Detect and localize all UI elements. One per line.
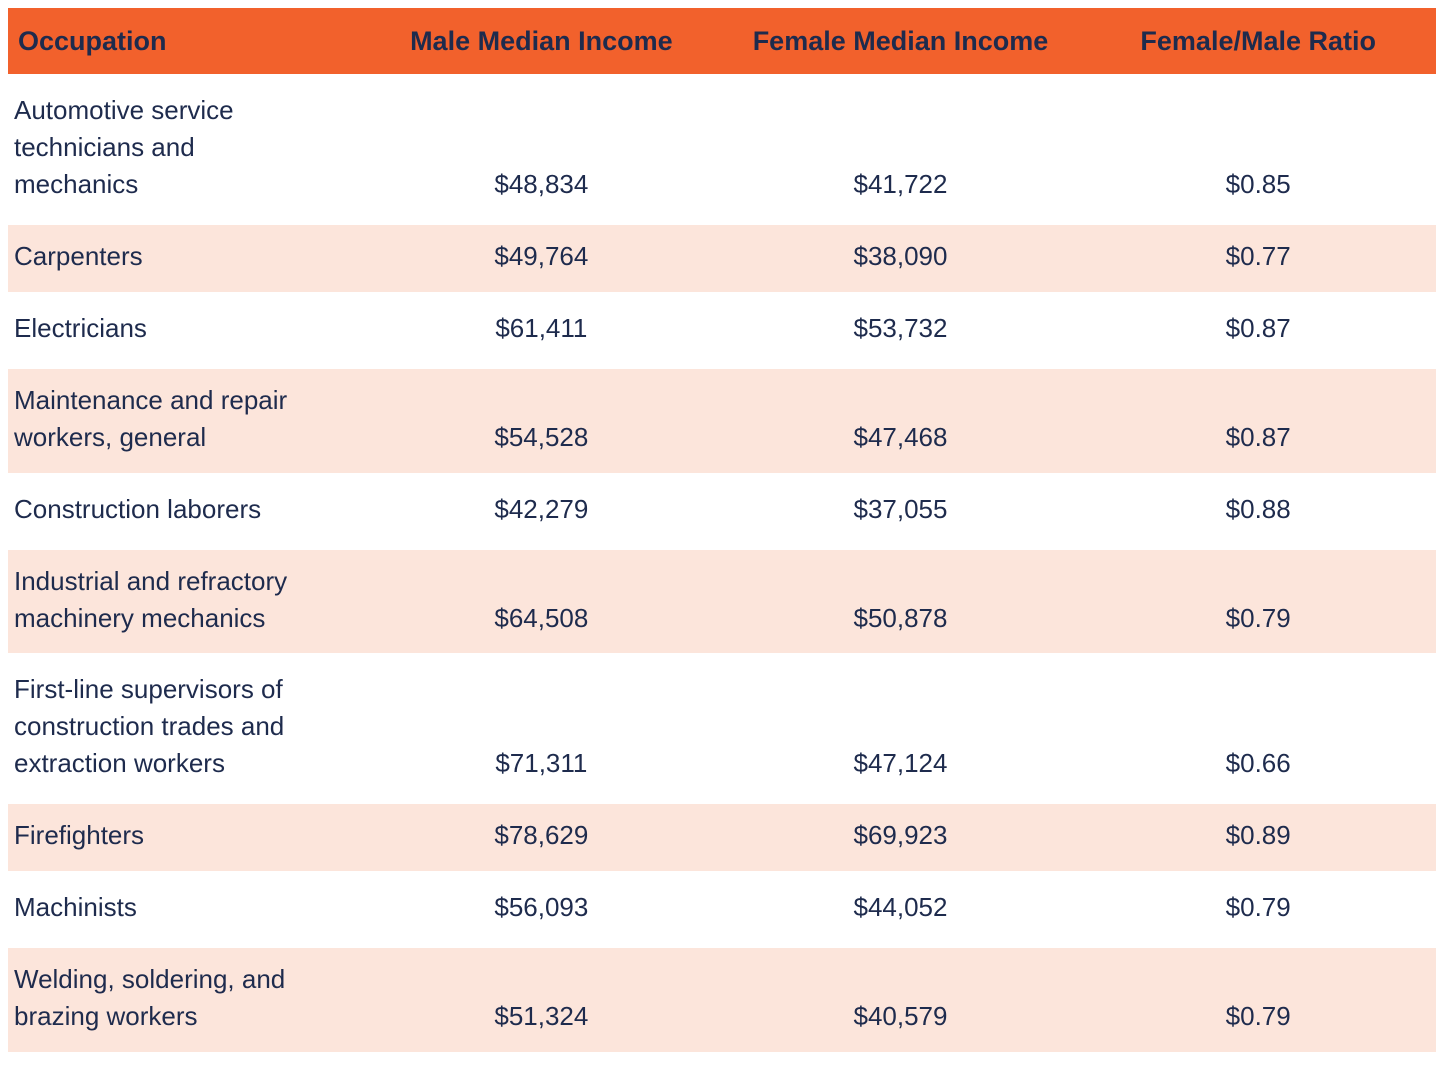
female-income-cell: $40,579 xyxy=(720,947,1081,1052)
occupation-cell: First-line supervisors of construction t… xyxy=(8,658,363,800)
female-income-cell: $47,124 xyxy=(720,658,1081,800)
male-income-cell: $56,093 xyxy=(362,876,721,943)
ratio-cell: $0.87 xyxy=(1080,368,1436,473)
ratio-cell: $0.66 xyxy=(1080,658,1436,800)
male-income-cell: $54,528 xyxy=(362,368,721,473)
table-row: Industrial and refractory machinery mech… xyxy=(8,549,1436,654)
table-row: Welding, soldering, and brazing workers … xyxy=(8,947,1436,1052)
table-row: Firefighters $78,629 $69,923 $0.89 xyxy=(8,804,1436,872)
occupation-cell: Carpenters xyxy=(8,225,363,293)
table-row: Machinists $56,093 $44,052 $0.79 xyxy=(8,876,1436,943)
ratio-cell: $0.79 xyxy=(1080,876,1436,943)
col-header-female-median-income: Female Median Income xyxy=(720,8,1081,75)
table-row: Carpenters $49,764 $38,090 $0.77 xyxy=(8,225,1436,293)
ratio-cell: $0.79 xyxy=(1080,947,1436,1052)
male-income-cell: $71,311 xyxy=(362,658,721,800)
male-income-cell: $61,411 xyxy=(362,297,721,364)
table-body: Automotive service technicians and mecha… xyxy=(8,79,1436,1052)
table-row: Construction laborers $42,279 $37,055 $0… xyxy=(8,477,1436,545)
female-income-cell: $44,052 xyxy=(720,876,1081,943)
male-income-cell: $48,834 xyxy=(362,79,721,221)
header-row: Occupation Male Median Income Female Med… xyxy=(8,8,1436,75)
ratio-cell: $0.85 xyxy=(1080,79,1436,221)
col-header-male-median-income: Male Median Income xyxy=(362,8,721,75)
table-row: Maintenance and repair workers, general … xyxy=(8,368,1436,473)
ratio-cell: $0.88 xyxy=(1080,477,1436,545)
female-income-cell: $37,055 xyxy=(720,477,1081,545)
male-income-cell: $51,324 xyxy=(362,947,721,1052)
table-row: Electricians $61,411 $53,732 $0.87 xyxy=(8,297,1436,364)
male-income-cell: $64,508 xyxy=(362,549,721,654)
col-header-occupation: Occupation xyxy=(8,8,363,75)
occupation-cell: Electricians xyxy=(8,297,363,364)
ratio-cell: $0.89 xyxy=(1080,804,1436,872)
occupation-cell: Construction laborers xyxy=(8,477,363,545)
ratio-cell: $0.77 xyxy=(1080,225,1436,293)
occupation-cell: Automotive service technicians and mecha… xyxy=(8,79,363,221)
ratio-cell: $0.87 xyxy=(1080,297,1436,364)
table-row: Automotive service technicians and mecha… xyxy=(8,79,1436,221)
female-income-cell: $38,090 xyxy=(720,225,1081,293)
occupation-cell: Machinists xyxy=(8,876,363,943)
occupation-cell: Maintenance and repair workers, general xyxy=(8,368,363,473)
male-income-cell: $49,764 xyxy=(362,225,721,293)
ratio-cell: $0.79 xyxy=(1080,549,1436,654)
male-income-cell: $42,279 xyxy=(362,477,721,545)
female-income-cell: $47,468 xyxy=(720,368,1081,473)
income-table: Occupation Male Median Income Female Med… xyxy=(8,3,1436,1057)
occupation-cell: Industrial and refractory machinery mech… xyxy=(8,549,363,654)
occupation-cell: Welding, soldering, and brazing workers xyxy=(8,947,363,1052)
table-header: Occupation Male Median Income Female Med… xyxy=(8,8,1436,75)
female-income-cell: $69,923 xyxy=(720,804,1081,872)
table-row: First-line supervisors of construction t… xyxy=(8,658,1436,800)
col-header-female-male-ratio: Female/Male Ratio xyxy=(1080,8,1436,75)
female-income-cell: $53,732 xyxy=(720,297,1081,364)
female-income-cell: $41,722 xyxy=(720,79,1081,221)
occupation-cell: Firefighters xyxy=(8,804,363,872)
male-income-cell: $78,629 xyxy=(362,804,721,872)
female-income-cell: $50,878 xyxy=(720,549,1081,654)
